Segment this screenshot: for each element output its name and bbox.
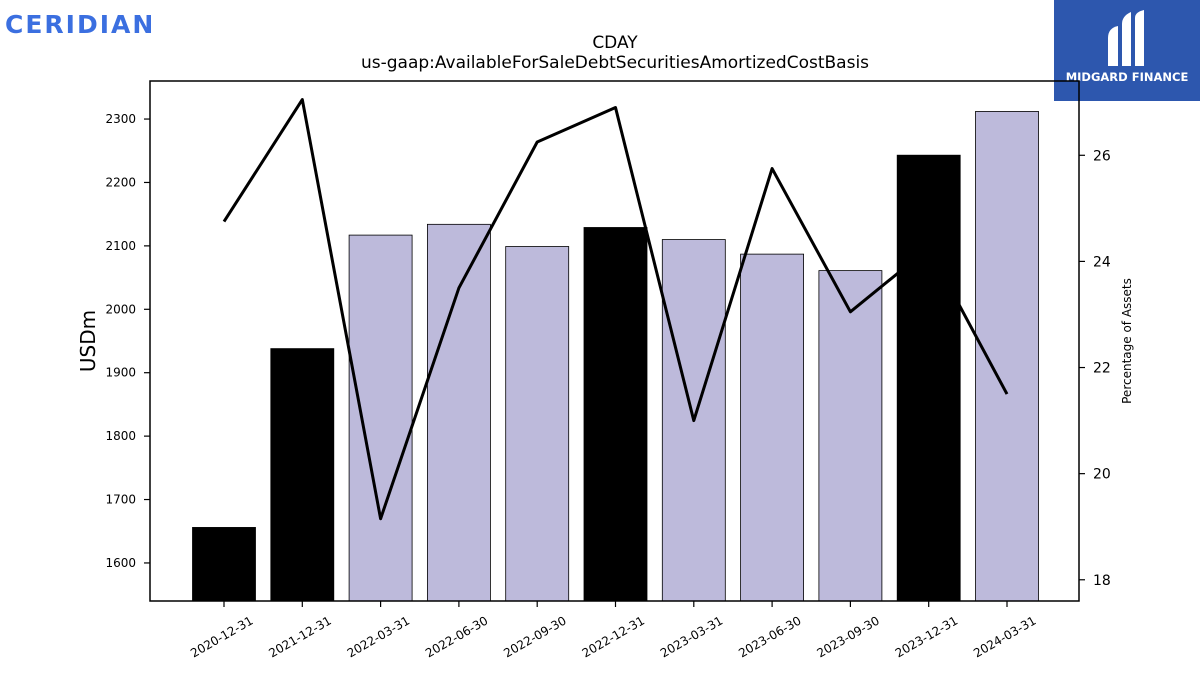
y2-tick-label: 24: [1093, 254, 1111, 270]
x-tick-label: 2020-12-31: [188, 613, 255, 660]
y-tick-label: 2200: [105, 175, 136, 189]
y-tick-label: 1800: [105, 429, 136, 443]
y-axis-label: USDm: [76, 310, 100, 372]
x-tick-label: 2023-12-31: [893, 613, 960, 660]
y-tick-label: 1600: [105, 556, 136, 570]
x-tick-label: 2021-12-31: [266, 613, 333, 660]
y2-tick-label: 20: [1093, 467, 1111, 483]
x-tick-label: 2022-09-30: [501, 613, 568, 660]
x-tick-label: 2022-03-31: [345, 613, 412, 660]
y-tick-label: 2100: [105, 239, 136, 253]
x-tick-label: 2023-03-31: [658, 613, 725, 660]
bar: [192, 527, 256, 602]
bar: [896, 154, 961, 602]
y2-tick-label: 22: [1093, 361, 1111, 377]
right-axis: 18 20 22 24 26: [1079, 148, 1111, 589]
y-tick-label: 2300: [105, 112, 136, 126]
plot-frame: [149, 80, 1080, 602]
y2-tick-label: 18: [1093, 573, 1111, 589]
x-tick-label: 2022-12-31: [580, 613, 647, 660]
x-tick-label: 2024-03-31: [971, 613, 1038, 660]
bar: [270, 348, 335, 602]
x-axis: 2020-12-31 2021-12-31 2022-03-31 2022-06-30…: [188, 601, 1039, 660]
company-logo: CERIDIAN: [5, 10, 156, 39]
chart-subtitle: us-gaap:AvailableForSaleDebtSecuritiesAm…: [361, 53, 869, 73]
bar: [426, 223, 491, 602]
bar: [583, 227, 648, 602]
chart-title: CDAY: [592, 33, 638, 53]
bar: [505, 246, 570, 602]
midgard-emblem-icon: [1108, 10, 1144, 66]
y2-tick-label: 26: [1093, 148, 1111, 164]
x-tick-label: 2023-06-30: [736, 613, 803, 660]
left-axis: 1600 1700 1800 1900 2000 2100 2200 2300: [105, 112, 150, 570]
y2-axis-label: Percentage of Assets: [1120, 278, 1134, 404]
bar: [975, 111, 1039, 602]
y-tick-label: 1700: [105, 493, 136, 507]
bar: [740, 253, 804, 602]
publisher-name: MIDGARD FINANCE: [1065, 70, 1189, 84]
bars-layer: [192, 111, 1039, 602]
y-tick-label: 2000: [105, 302, 136, 316]
bar: [348, 234, 413, 602]
x-tick-label: 2022-06-30: [423, 613, 490, 660]
x-tick-label: 2023-09-30: [814, 613, 881, 660]
y-tick-label: 1900: [105, 366, 136, 380]
line-layer: [222, 98, 1009, 521]
bar: [818, 270, 883, 602]
percentage-line: [222, 98, 1009, 521]
